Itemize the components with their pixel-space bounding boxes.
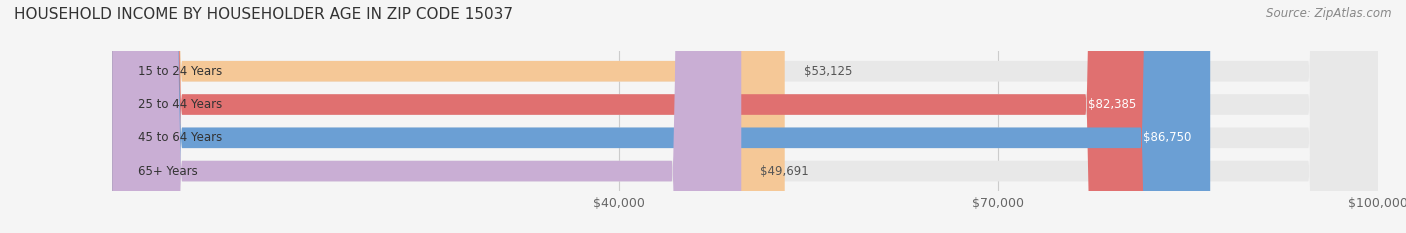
- Text: HOUSEHOLD INCOME BY HOUSEHOLDER AGE IN ZIP CODE 15037: HOUSEHOLD INCOME BY HOUSEHOLDER AGE IN Z…: [14, 7, 513, 22]
- FancyBboxPatch shape: [112, 0, 1378, 233]
- Text: 65+ Years: 65+ Years: [138, 164, 197, 178]
- FancyBboxPatch shape: [112, 0, 785, 233]
- FancyBboxPatch shape: [112, 0, 741, 233]
- FancyBboxPatch shape: [112, 0, 1378, 233]
- FancyBboxPatch shape: [112, 0, 1378, 233]
- Text: 15 to 24 Years: 15 to 24 Years: [138, 65, 222, 78]
- Text: $82,385: $82,385: [1088, 98, 1136, 111]
- Text: $49,691: $49,691: [761, 164, 808, 178]
- FancyBboxPatch shape: [112, 0, 1378, 233]
- Text: Source: ZipAtlas.com: Source: ZipAtlas.com: [1267, 7, 1392, 20]
- Text: 45 to 64 Years: 45 to 64 Years: [138, 131, 222, 144]
- FancyBboxPatch shape: [112, 0, 1211, 233]
- Text: 25 to 44 Years: 25 to 44 Years: [138, 98, 222, 111]
- Text: $86,750: $86,750: [1143, 131, 1191, 144]
- FancyBboxPatch shape: [112, 0, 1154, 233]
- Text: $53,125: $53,125: [804, 65, 852, 78]
